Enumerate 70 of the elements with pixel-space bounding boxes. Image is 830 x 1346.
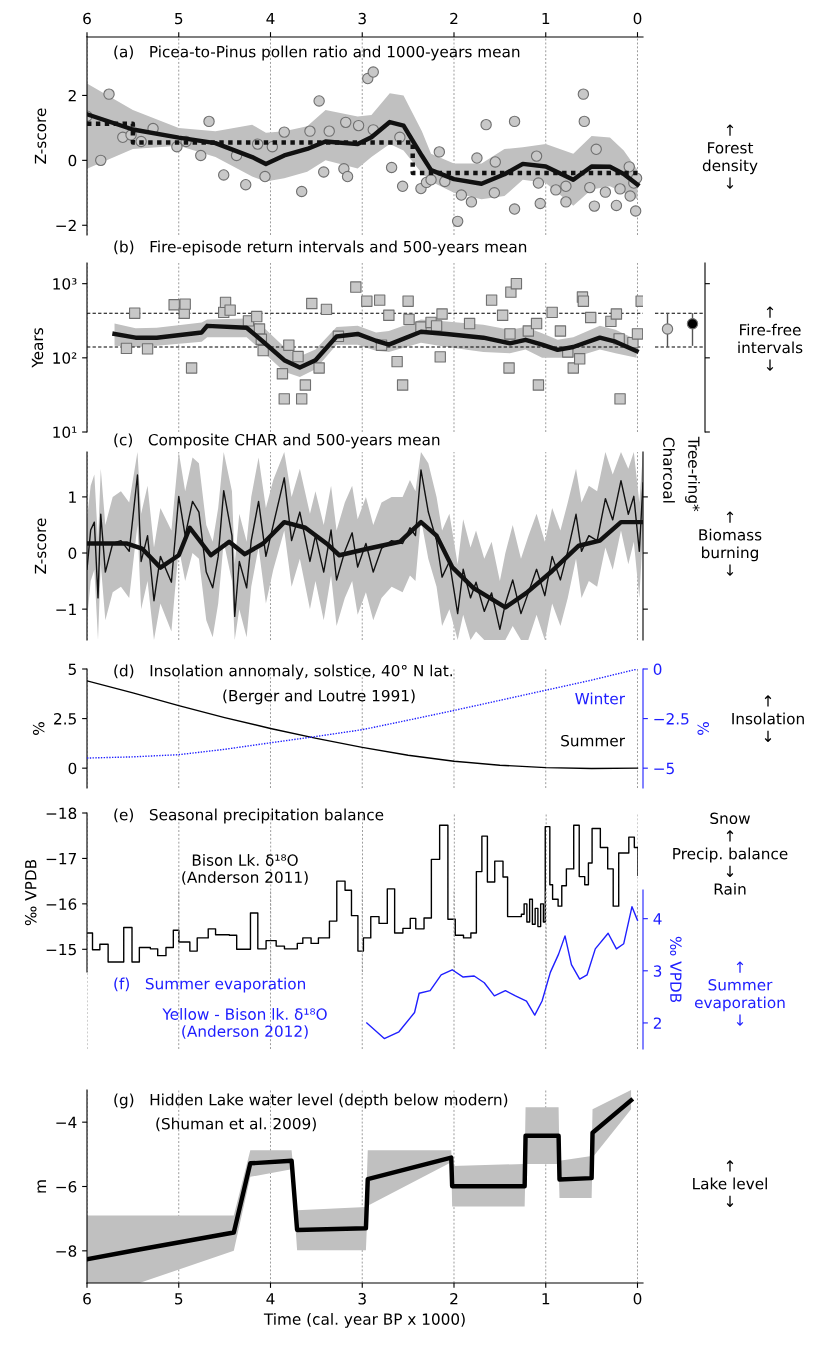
y-tick-label: 0 xyxy=(68,154,77,167)
text: (a) Picea-to-Pinus pollen ratio and 1000-years mean xyxy=(114,45,520,61)
text: ↑ Insolation ↓ xyxy=(732,695,804,742)
y-tick-label: 0 xyxy=(68,547,77,560)
y-tick-label: −17 xyxy=(46,853,76,865)
text: ↑ Fire-free intervals ↓ xyxy=(738,306,803,371)
text: ↑ Forest density ↓ xyxy=(702,124,758,189)
y-tick-label: 10² xyxy=(53,352,77,364)
y-tick-label: 0 xyxy=(68,762,77,775)
y2-tick-label: −2.5 xyxy=(654,713,689,725)
y-tick-label: 2.5 xyxy=(54,713,76,725)
chart-title: (e) Seasonal precipitation balance xyxy=(114,808,384,824)
series-label: Summer xyxy=(561,734,625,747)
x-tick-label: 0 xyxy=(633,12,642,25)
y-tick-label: −18 xyxy=(46,807,77,820)
x-tick-label: 2 xyxy=(450,12,458,25)
y-tick-label: −2 xyxy=(56,219,76,232)
y-axis-title: Z-score xyxy=(34,108,47,164)
y-tick-label: −4 xyxy=(56,1116,77,1128)
y-tick-label: −1 xyxy=(56,603,76,615)
text: Snow ↑ Precip. balance ↓ Rain xyxy=(673,812,788,895)
x-tick-label: 4 xyxy=(266,1293,275,1305)
x-tick-label: 3 xyxy=(358,1292,366,1305)
y-tick-label: 2 xyxy=(68,89,76,102)
text: (Shuman et al. 2009) xyxy=(156,1117,316,1132)
chart-title: (b) Fire-episode return intervals and 500-years mean xyxy=(114,240,527,256)
text: ↑ Biomass burning ↓ xyxy=(699,511,762,576)
x-tick-label: Charcoal xyxy=(663,437,675,503)
x-tick-label: 6 xyxy=(83,1292,91,1305)
text: (f) Summer evaporation xyxy=(114,977,306,993)
y2-tick-label: 4 xyxy=(653,913,662,925)
y-axis-title: % xyxy=(32,722,45,735)
x-tick-label: 2 xyxy=(450,1292,458,1305)
y2-tick-label: 3 xyxy=(653,965,662,977)
series-label: Winter xyxy=(575,692,625,705)
x-tick-label: 1 xyxy=(542,12,550,25)
text: (Berger and Loutre 1991) xyxy=(223,689,415,705)
y2-tick-label: 2 xyxy=(653,1017,661,1029)
y2-axis-title: ‰ VPDB xyxy=(670,936,682,1003)
x-tick-label: Tree-ring* xyxy=(685,436,700,512)
chart-title: (c) Composite CHAR and 500-years mean xyxy=(114,433,440,449)
y2-tick-label: −5 xyxy=(654,762,674,775)
text: ↑ Summer evaporation ↓ xyxy=(694,961,785,1026)
x-tick-label: 3 xyxy=(358,12,366,25)
y-tick-label: −6 xyxy=(56,1180,77,1193)
y-axis-title: Z-score xyxy=(34,518,47,574)
series-label: Bison Lk. δ¹⁸O (Anderson 2011) xyxy=(182,854,308,885)
x-tick-label: 0 xyxy=(633,1292,642,1305)
x-tick-label: 1 xyxy=(542,1293,550,1305)
x-tick-label: 5 xyxy=(175,1293,183,1305)
y2-tick-label: 0 xyxy=(653,663,662,676)
text: Yellow - Bison lk. δ¹⁸O (Anderson 2012) xyxy=(162,1008,327,1039)
text: ↑ Lake level ↓ xyxy=(693,1160,767,1207)
y-axis-title: m xyxy=(37,1180,47,1193)
x-tick-label: 5 xyxy=(175,12,183,25)
y-tick-label: 10³ xyxy=(53,278,77,290)
chart-title: (d) Insolation annomaly, solstice, 40° N lat. xyxy=(114,664,453,680)
x-axis-title: Time (cal. year BP x 1000) xyxy=(263,1313,465,1328)
x-tick-label: 6 xyxy=(83,12,91,25)
y-tick-label: −16 xyxy=(46,898,77,910)
y-tick-label: 10¹ xyxy=(53,426,77,439)
y-tick-label: 5 xyxy=(68,663,76,676)
chart-title: (g) Hidden Lake water level (depth below modern) xyxy=(114,1093,508,1109)
y-tick-label: −8 xyxy=(56,1245,77,1257)
y-tick-label: −15 xyxy=(46,943,76,956)
x-tick-label: 4 xyxy=(266,12,275,25)
y-axis-title: ‰ VPDB xyxy=(24,859,37,926)
y-tick-label: 1 xyxy=(69,491,76,503)
y2-axis-title: % xyxy=(697,722,709,735)
y-axis-title: Years xyxy=(31,328,44,368)
